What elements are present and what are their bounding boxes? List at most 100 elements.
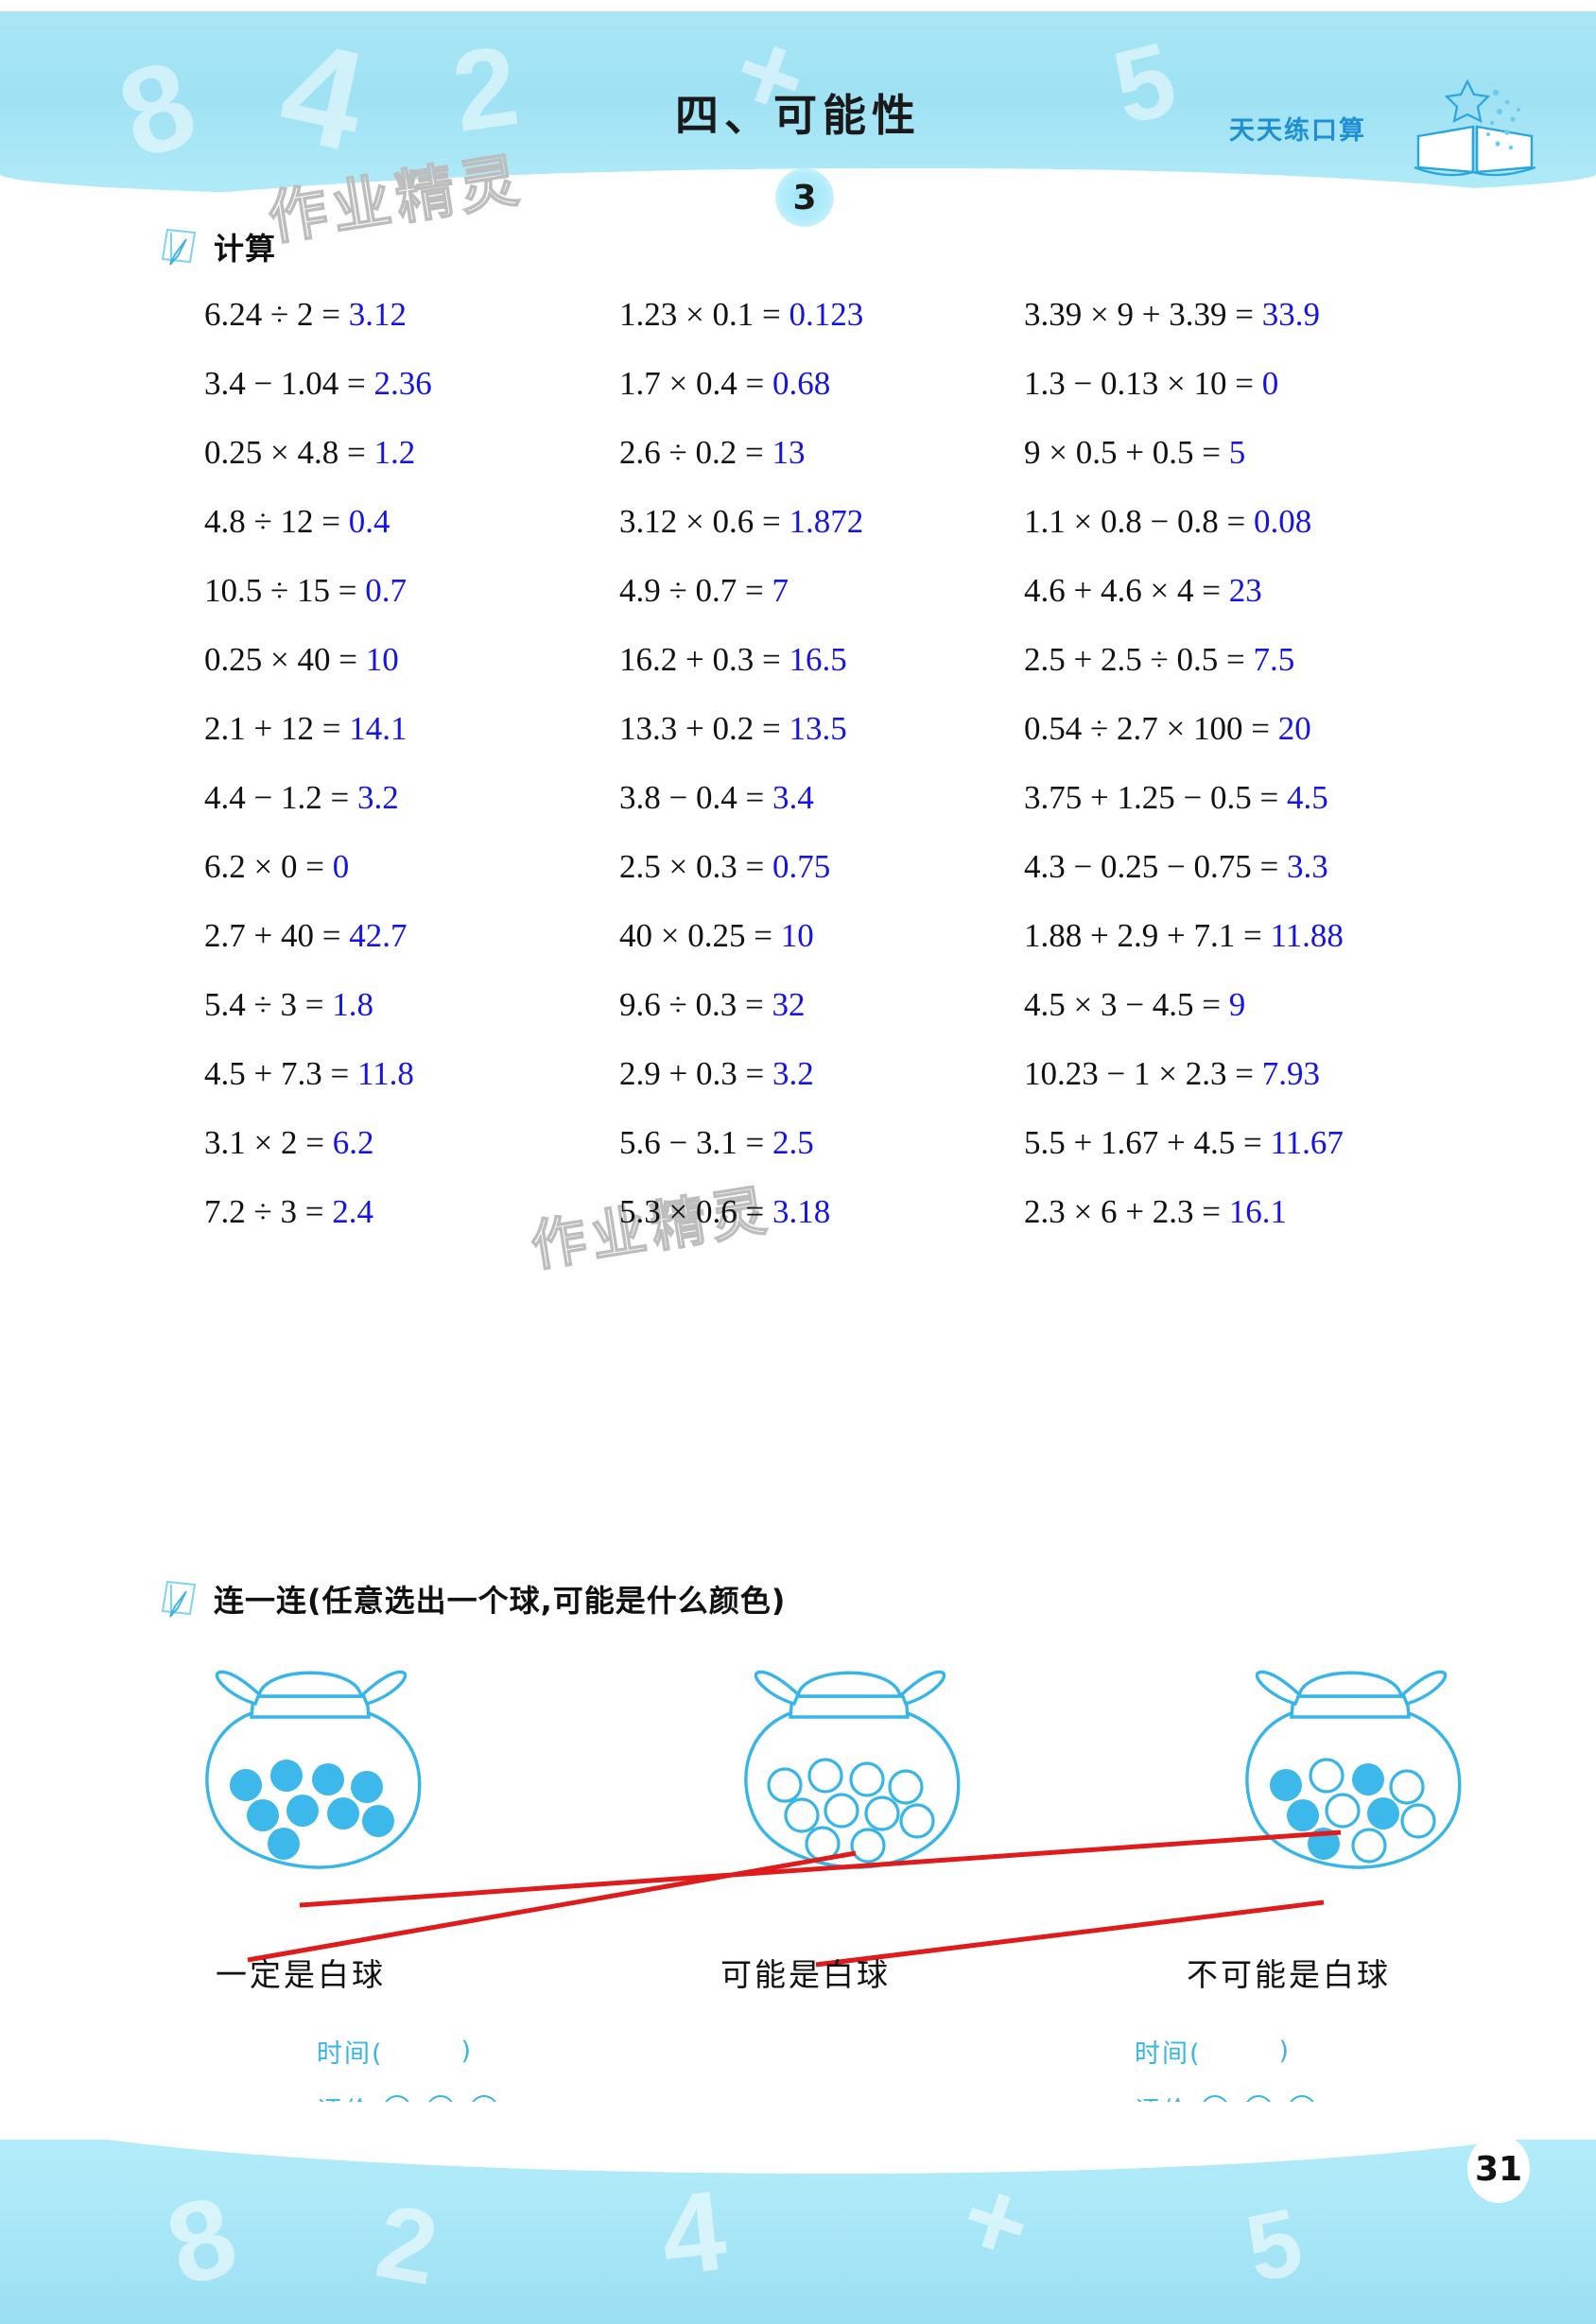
calc-problem: 3.12 × 0.6 = 1.872	[619, 487, 863, 556]
calc-expression: 2.5 + 2.5 ÷ 0.5 =	[1024, 641, 1245, 678]
page-number: 31	[1467, 2135, 1530, 2203]
calc-expression: 2.7 + 40 =	[204, 917, 341, 954]
ball-blue	[1287, 1799, 1319, 1831]
match-line-1[interactable]	[299, 1830, 1342, 1908]
calc-expression: 3.4 − 1.04 =	[204, 365, 366, 402]
calc-problem: 5.6 − 3.1 = 2.5	[619, 1108, 863, 1177]
match-line-2[interactable]	[247, 1850, 857, 1963]
calc-problem: 9 × 0.5 + 0.5 = 5	[1024, 418, 1344, 487]
calc-answer: 32	[772, 986, 806, 1023]
calc-answer: 10	[780, 917, 814, 954]
calc-problem: 4.5 × 3 − 4.5 = 9	[1024, 970, 1344, 1039]
calc-answer: 20	[1277, 710, 1311, 747]
calc-answer: 7.93	[1261, 1055, 1320, 1092]
calc-answer: 13.5	[789, 710, 847, 747]
calc-expression: 3.8 − 0.4 =	[619, 779, 765, 816]
brand-logo: 天天练口算	[1229, 78, 1541, 182]
calc-answer: 7	[772, 572, 789, 609]
brand-name: 天天练口算	[1229, 116, 1366, 146]
calc-answer: 3.12	[348, 296, 407, 333]
calc-problem: 5.4 ÷ 3 = 1.8	[204, 970, 432, 1039]
calc-expression: 4.3 − 0.25 − 0.75 =	[1024, 848, 1279, 885]
choice-label-possible[interactable]: 可能是白球	[720, 1956, 891, 1993]
time-label: 时间(	[317, 2039, 384, 2069]
bag-all-blue[interactable]	[189, 1664, 435, 1877]
notebook-pencil-icon	[159, 1578, 199, 1620]
calc-problem: 16.2 + 0.3 = 16.5	[619, 625, 863, 694]
match-line-3[interactable]	[815, 1899, 1325, 1968]
calc-problem: 3.75 + 1.25 − 0.5 = 4.5	[1024, 763, 1344, 832]
bag-all-white[interactable]	[728, 1664, 974, 1877]
calc-problem: 7.2 ÷ 3 = 2.4	[204, 1177, 432, 1246]
calc-problem: 5.3 × 0.6 = 3.18	[619, 1177, 863, 1246]
ball-white	[1351, 1828, 1387, 1864]
open-book-star-icon	[1414, 78, 1536, 177]
calc-answer: 2.5	[772, 1124, 814, 1161]
calc-expression: 4.5 + 7.3 =	[204, 1055, 350, 1092]
bag-mixed[interactable]	[1229, 1664, 1475, 1877]
choice-label-certain[interactable]: 一定是白球	[216, 1956, 386, 1993]
calc-answer: 7.5	[1253, 641, 1295, 678]
calc-problem: 2.3 × 6 + 2.3 = 16.1	[1024, 1177, 1344, 1246]
calc-answer: 0.4	[348, 503, 390, 540]
calc-answer: 2.4	[332, 1193, 373, 1230]
calc-expression: 3.12 × 0.6 =	[619, 503, 781, 540]
time-label: 时间(	[1135, 2039, 1202, 2069]
calc-expression: 2.6 ÷ 0.2 =	[619, 434, 764, 471]
calc-expression: 4.4 − 1.2 =	[204, 779, 350, 816]
calc-expression: 5.5 + 1.67 + 4.5 =	[1024, 1124, 1262, 1161]
calc-expression: 2.5 × 0.3 =	[619, 848, 765, 885]
ball-blue	[247, 1799, 279, 1831]
notebook-pencil-icon	[159, 226, 199, 268]
calculation-grid: 6.24 ÷ 2 = 3.12 3.4 − 1.04 = 2.36 0.25 × 4…	[0, 280, 1596, 1547]
ball-white	[824, 1793, 859, 1829]
calc-expression: 3.1 × 2 =	[204, 1124, 324, 1161]
ball-white	[807, 1758, 843, 1794]
ball-white	[1325, 1793, 1361, 1829]
calc-answer: 11.8	[356, 1055, 414, 1092]
calc-problem: 1.88 + 2.9 + 7.1 = 11.88	[1024, 901, 1344, 970]
calc-expression: 6.2 × 0 =	[204, 848, 324, 885]
calc-problem: 6.24 ÷ 2 = 3.12	[204, 280, 432, 349]
choice-label-impossible[interactable]: 不可能是白球	[1187, 1956, 1391, 1993]
calc-problem: 2.6 ÷ 0.2 = 13	[619, 418, 863, 487]
calc-problem: 3.4 − 1.04 = 2.36	[204, 349, 432, 418]
calc-answer: 10	[365, 641, 399, 678]
page-title: 四、可能性	[675, 90, 921, 141]
calc-expression: 6.24 ÷ 2 =	[204, 296, 340, 333]
time-row: 时间( )	[1135, 2033, 1318, 2070]
time-close-paren: )	[1278, 2037, 1292, 2066]
calc-expression: 10.5 ÷ 15 =	[204, 572, 357, 609]
calc-problem: 4.5 + 7.3 = 11.8	[204, 1039, 432, 1108]
calc-answer: 3.2	[772, 1055, 814, 1092]
calc-answer: 2.36	[373, 365, 432, 402]
calc-problem: 1.7 × 0.4 = 0.68	[619, 349, 863, 418]
calc-problem: 10.5 ÷ 15 = 0.7	[204, 556, 432, 625]
ball-white	[767, 1767, 803, 1803]
calc-expression: 1.88 + 2.9 + 7.1 =	[1024, 917, 1262, 954]
ball-blue	[230, 1769, 262, 1801]
bottom-banner: 8 2 4 + 5	[0, 2102, 1596, 2324]
calc-column-1: 6.24 ÷ 2 = 3.12 3.4 − 1.04 = 2.36 0.25 × 4…	[204, 280, 432, 1246]
calc-expression: 0.25 × 4.8 =	[204, 434, 366, 471]
calc-expression: 16.2 + 0.3 =	[619, 641, 781, 678]
ball-blue	[270, 1760, 303, 1792]
calc-problem: 4.9 ÷ 0.7 = 7	[619, 556, 863, 625]
calc-problem: 0.25 × 40 = 10	[204, 625, 432, 694]
ball-blue	[362, 1805, 394, 1837]
calc-column-2: 1.23 × 0.1 = 0.123 1.7 × 0.4 = 0.68 2.6 ÷ …	[619, 280, 863, 1246]
calc-problem: 10.23 − 1 × 2.3 = 7.93	[1024, 1039, 1344, 1108]
ball-white	[1309, 1758, 1344, 1794]
calc-answer: 0.123	[789, 296, 864, 333]
exercise-number-badge: 3	[775, 168, 834, 227]
calc-answer: 0.08	[1253, 503, 1312, 540]
calc-expression: 0.25 × 40 =	[204, 641, 357, 678]
ball-blue	[1270, 1769, 1302, 1801]
bag-illustration	[744, 1670, 961, 1869]
calc-problem: 3.1 × 2 = 6.2	[204, 1108, 432, 1177]
time-row: 时间( )	[317, 2033, 500, 2070]
calc-expression: 9.6 ÷ 0.3 =	[619, 986, 764, 1023]
calc-problem: 1.23 × 0.1 = 0.123	[619, 280, 863, 349]
calc-answer: 6.2	[332, 1124, 374, 1161]
calc-expression: 4.6 + 4.6 × 4 =	[1024, 572, 1221, 609]
